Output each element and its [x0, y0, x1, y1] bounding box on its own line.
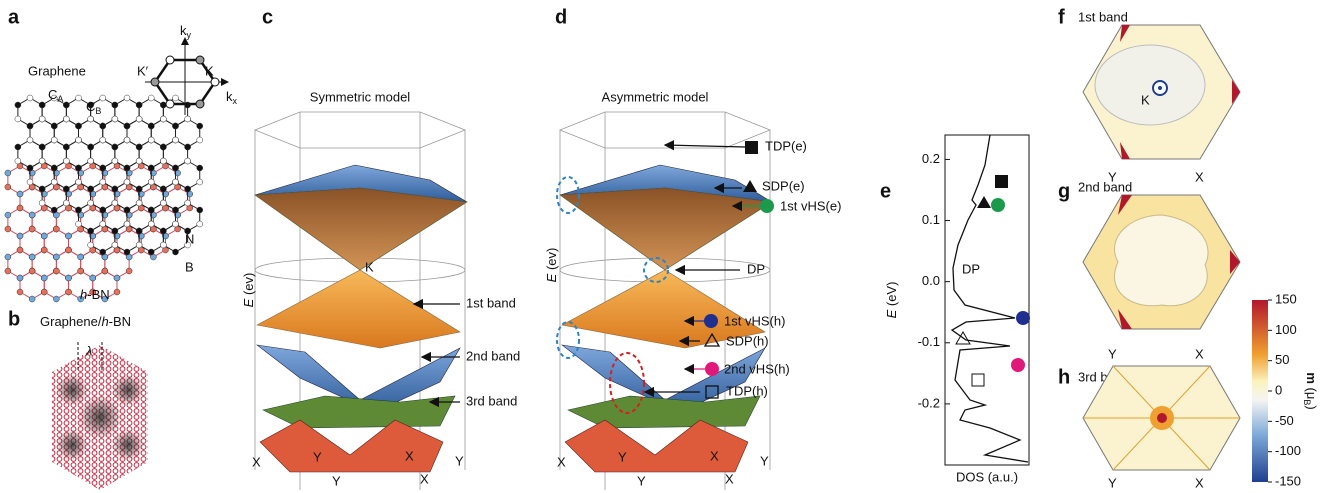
plot-frame: [945, 135, 1029, 465]
dp-label: DP: [962, 261, 980, 276]
x-label: X: [1195, 475, 1204, 490]
panel-label: e: [880, 180, 891, 202]
annotation: TDP(e): [765, 138, 807, 153]
colorbar-ticks: 150 100 50 0 -50 -100 -150: [1268, 291, 1301, 488]
panel-label: h: [1058, 366, 1070, 388]
x-label: Y: [332, 473, 341, 488]
k-point: K: [205, 63, 214, 78]
dos-curve: [952, 135, 1028, 462]
x-label: Y: [1108, 475, 1117, 490]
x-label: Y: [760, 453, 769, 468]
x-label: Y: [637, 473, 646, 488]
lattice-title: Graphene: [28, 63, 86, 78]
band-label: 2nd band: [466, 348, 520, 363]
colorbar-tick-label: -150: [1275, 473, 1301, 488]
colorbar-tick-label: 50: [1275, 352, 1289, 367]
colorbar-label: m (μB): [1302, 372, 1319, 409]
colorbar-tick-label: -50: [1275, 413, 1294, 428]
x-label: X: [1195, 346, 1204, 361]
x-label: Y: [618, 449, 627, 464]
x-label: X: [420, 471, 429, 486]
axis-label: kx: [226, 89, 238, 106]
band-label: 1st band: [466, 295, 516, 310]
k-point: K′: [137, 63, 149, 78]
axis-label: E (ev): [241, 273, 256, 308]
y-tick-label: -0.2: [918, 395, 940, 410]
honeycomb-lattice: [5, 95, 203, 302]
x-label: X: [252, 454, 261, 469]
x-label: X: [710, 448, 719, 463]
atom-label: N: [185, 231, 194, 246]
panel-label: a: [8, 6, 20, 28]
y-tick-label: 0.1: [922, 212, 940, 227]
panel-title: Graphene/h-BN: [40, 314, 131, 329]
atom-label: B: [185, 259, 194, 274]
band-surfaces: [560, 112, 772, 490]
x-label: X: [405, 448, 414, 463]
axis-label: ky: [180, 23, 192, 40]
annotation: DP: [747, 261, 765, 276]
annotation: 2nd vHS(h): [724, 361, 790, 376]
band-label: 3rd band: [466, 393, 517, 408]
y-tick-label: -0.1: [918, 334, 940, 349]
annotation: SDP(h): [726, 333, 769, 348]
k-point: K: [1141, 92, 1150, 107]
magnetization-map: [1083, 366, 1240, 470]
brillouin-zone: [145, 38, 228, 115]
panel-label: c: [262, 6, 273, 28]
x-label: Y: [313, 449, 322, 464]
panel-title: Asymmetric model: [602, 89, 709, 104]
k-point: K: [365, 259, 374, 274]
annotation: SDP(e): [762, 178, 805, 193]
panel-title: Symmetric model: [310, 89, 411, 104]
colorbar-tick-label: 0: [1275, 382, 1282, 397]
figure: a Graphene CA CB N B h-BN ky kx K K′ b G…: [0, 0, 1322, 493]
magnetization-map: [1083, 195, 1240, 329]
colorbar-tick-label: -100: [1275, 443, 1301, 458]
panel-label: f: [1058, 6, 1065, 28]
x-label: Y: [455, 453, 464, 468]
colorbar: [1252, 300, 1268, 482]
y-tick-label: 0.0: [922, 273, 940, 288]
sublattice-label: CA: [48, 87, 63, 104]
panel-label: b: [8, 308, 20, 330]
axis-label: E (ev): [544, 248, 559, 283]
x-label: X: [1195, 169, 1204, 184]
colorbar-tick-label: 100: [1275, 322, 1297, 337]
moire-pattern: [52, 342, 148, 490]
magnetization-map: [1083, 25, 1240, 159]
annotation: 1st vHS(h): [724, 313, 785, 328]
panel-title: 1st band: [1078, 9, 1128, 24]
panel-label: g: [1058, 180, 1070, 202]
annotation: 1st vHS(e): [780, 198, 841, 213]
dos-markers: [956, 175, 1030, 386]
sublattice-label: CB: [86, 99, 101, 116]
annotation: TDP(h): [726, 383, 768, 398]
axis-label: E (eV): [884, 282, 899, 319]
x-label: Y: [1108, 346, 1117, 361]
panel-title: 2nd band: [1078, 179, 1132, 194]
y-tick-label: 0.2: [922, 151, 940, 166]
colorbar-tick-label: 150: [1275, 291, 1297, 306]
material-label: h-BN: [80, 287, 110, 302]
panel-label: d: [555, 6, 567, 28]
x-label: X: [557, 454, 566, 469]
period-label: λ: [85, 343, 92, 358]
axis-label: DOS (a.u.): [956, 469, 1018, 484]
band-surfaces: [255, 112, 467, 490]
x-label: X: [725, 471, 734, 486]
